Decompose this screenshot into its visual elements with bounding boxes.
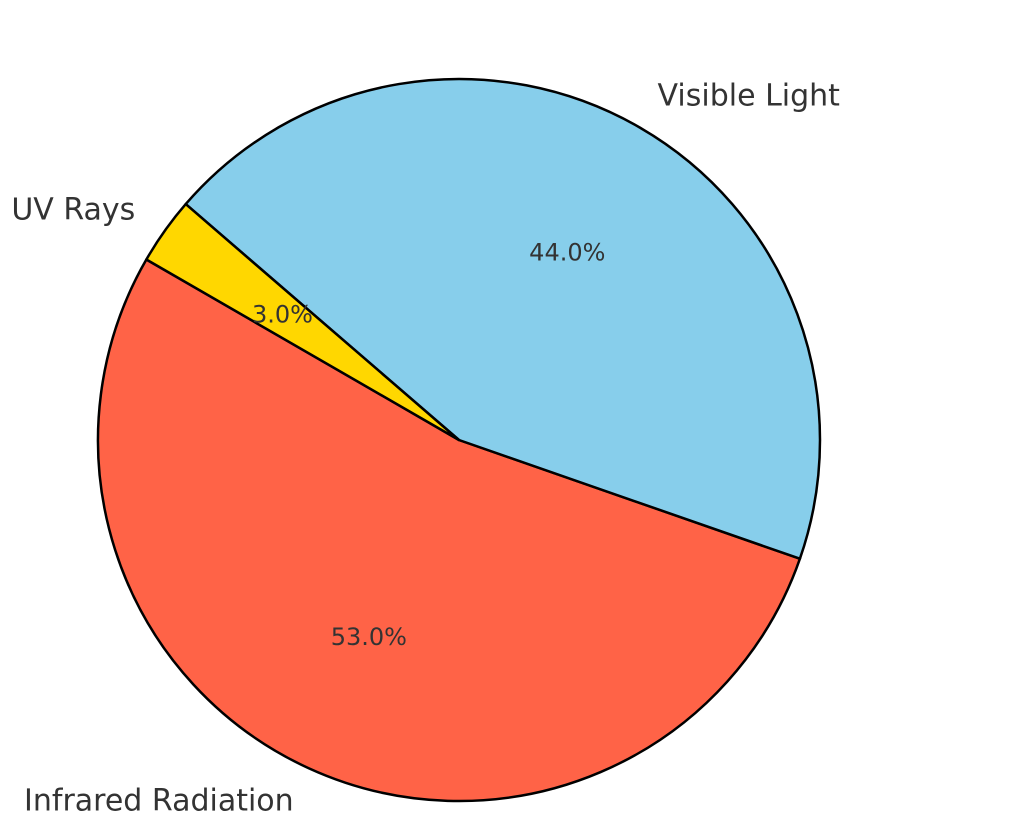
category-label-uv-rays: UV Rays [11, 192, 135, 227]
slice-infrared-radiation [96, 258, 802, 803]
percent-label-uv-rays: 3.0% [252, 301, 313, 329]
percent-label-infrared-radiation: 53.0% [331, 623, 407, 651]
category-label-visible-light: Visible Light [658, 79, 841, 114]
category-label-infrared-radiation: Infrared Radiation [24, 784, 294, 819]
pie-slices [96, 77, 822, 803]
percent-labels: 53.0% 44.0% 3.0% [252, 238, 605, 651]
category-labels: Infrared Radiation Visible Light UV Rays [11, 79, 840, 819]
slice-visible-light [184, 77, 822, 560]
slice-uv-rays [145, 202, 461, 442]
percent-label-visible-light: 44.0% [529, 238, 605, 266]
